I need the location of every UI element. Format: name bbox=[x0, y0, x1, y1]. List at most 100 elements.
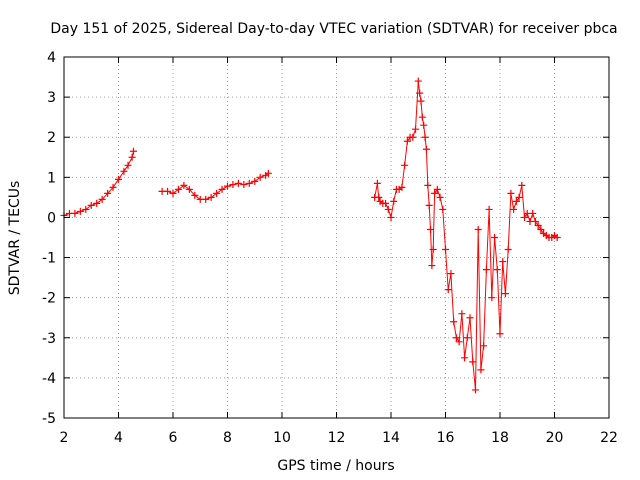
y-axis-tick-labels: 4 3 2 1 0 -1 -2 -3 -4 -5 bbox=[42, 50, 56, 427]
data-point bbox=[202, 195, 210, 203]
y-axis-label: SDTVAR / TECUs bbox=[7, 181, 23, 296]
data-point bbox=[507, 189, 515, 197]
x-tick-label: 6 bbox=[169, 430, 178, 446]
data-point bbox=[420, 121, 428, 129]
data-point bbox=[425, 201, 433, 209]
y-tick-label: -5 bbox=[42, 411, 56, 427]
data-point bbox=[218, 185, 226, 193]
data-point bbox=[501, 290, 509, 298]
data-point bbox=[537, 225, 545, 233]
data-point bbox=[452, 334, 460, 342]
data-point bbox=[450, 318, 458, 326]
data-point bbox=[436, 193, 444, 201]
data-point bbox=[191, 191, 199, 199]
data-point bbox=[409, 133, 417, 141]
data-point bbox=[251, 177, 259, 185]
data-point bbox=[458, 310, 466, 318]
data-point bbox=[428, 262, 436, 270]
data-point bbox=[421, 133, 429, 141]
data-point bbox=[439, 205, 447, 213]
data-point bbox=[224, 182, 231, 190]
series-sdtvar bbox=[60, 77, 561, 394]
data-point bbox=[373, 179, 381, 187]
data-point bbox=[466, 314, 474, 322]
data-point bbox=[229, 181, 237, 189]
y-tick-label: 0 bbox=[47, 210, 56, 226]
data-point bbox=[416, 89, 424, 97]
chart-title: Day 151 of 2025, Sidereal Day-to-day VTE… bbox=[50, 21, 617, 37]
data-point bbox=[240, 181, 248, 189]
x-axis-label: GPS time / hours bbox=[277, 458, 394, 474]
data-point bbox=[207, 193, 215, 201]
x-tick-label: 16 bbox=[437, 430, 455, 446]
data-point bbox=[414, 77, 422, 85]
data-point bbox=[518, 181, 526, 189]
data-point bbox=[76, 207, 84, 215]
data-point bbox=[418, 113, 426, 121]
x-tick-label: 22 bbox=[600, 430, 618, 446]
data-point bbox=[447, 270, 455, 278]
y-tick-label: -1 bbox=[42, 251, 56, 267]
series-line-segment bbox=[374, 81, 558, 390]
data-point bbox=[128, 153, 136, 161]
data-point bbox=[521, 213, 529, 221]
data-point bbox=[213, 189, 221, 197]
data-point bbox=[417, 97, 425, 105]
x-tick-label: 8 bbox=[223, 430, 232, 446]
data-point bbox=[485, 205, 493, 213]
data-point bbox=[427, 225, 435, 233]
data-point bbox=[169, 189, 177, 197]
data-point bbox=[531, 217, 539, 225]
y-tick-label: 3 bbox=[47, 90, 56, 106]
data-point bbox=[180, 181, 188, 189]
data-point bbox=[515, 193, 523, 201]
x-tick-label: 20 bbox=[546, 430, 564, 446]
data-point bbox=[403, 137, 411, 145]
data-point bbox=[422, 145, 430, 153]
y-tick-label: -3 bbox=[42, 331, 56, 347]
data-point bbox=[424, 181, 432, 189]
data-point bbox=[491, 234, 499, 241]
x-tick-label: 10 bbox=[273, 430, 291, 446]
data-point bbox=[477, 366, 485, 374]
data-point bbox=[82, 205, 90, 213]
data-point bbox=[129, 147, 137, 155]
data-point bbox=[488, 294, 496, 302]
data-point bbox=[534, 221, 542, 229]
data-point bbox=[93, 199, 101, 207]
data-point bbox=[185, 185, 193, 193]
data-point bbox=[412, 125, 420, 133]
data-point bbox=[98, 195, 106, 203]
data-point bbox=[499, 258, 507, 266]
data-point bbox=[444, 286, 452, 294]
data-point bbox=[164, 187, 172, 195]
data-point bbox=[174, 185, 182, 193]
data-point bbox=[493, 266, 501, 274]
data-point bbox=[442, 246, 449, 254]
x-tick-label: 14 bbox=[382, 430, 400, 446]
y-tick-label: -4 bbox=[42, 371, 56, 387]
x-axis-tick-labels: 2 4 6 8 10 12 14 16 18 20 22 bbox=[60, 430, 618, 446]
grid-lines bbox=[64, 57, 609, 418]
x-tick-label: 4 bbox=[114, 430, 123, 446]
data-point bbox=[124, 161, 132, 169]
x-tick-label: 12 bbox=[328, 430, 346, 446]
data-point bbox=[429, 246, 437, 254]
data-point bbox=[384, 205, 392, 213]
data-point bbox=[469, 358, 477, 366]
data-point bbox=[401, 161, 409, 169]
data-point bbox=[431, 189, 439, 197]
data-point bbox=[510, 205, 518, 213]
data-point bbox=[504, 246, 512, 254]
data-point bbox=[433, 185, 441, 193]
data-point bbox=[463, 334, 471, 342]
data-point bbox=[496, 330, 504, 338]
y-tick-label: 2 bbox=[47, 130, 56, 146]
data-point bbox=[234, 179, 242, 187]
data-point bbox=[71, 209, 79, 217]
data-point bbox=[471, 386, 479, 394]
data-point bbox=[553, 234, 561, 241]
data-point bbox=[104, 189, 112, 197]
data-point bbox=[387, 213, 395, 221]
data-point bbox=[375, 193, 383, 201]
